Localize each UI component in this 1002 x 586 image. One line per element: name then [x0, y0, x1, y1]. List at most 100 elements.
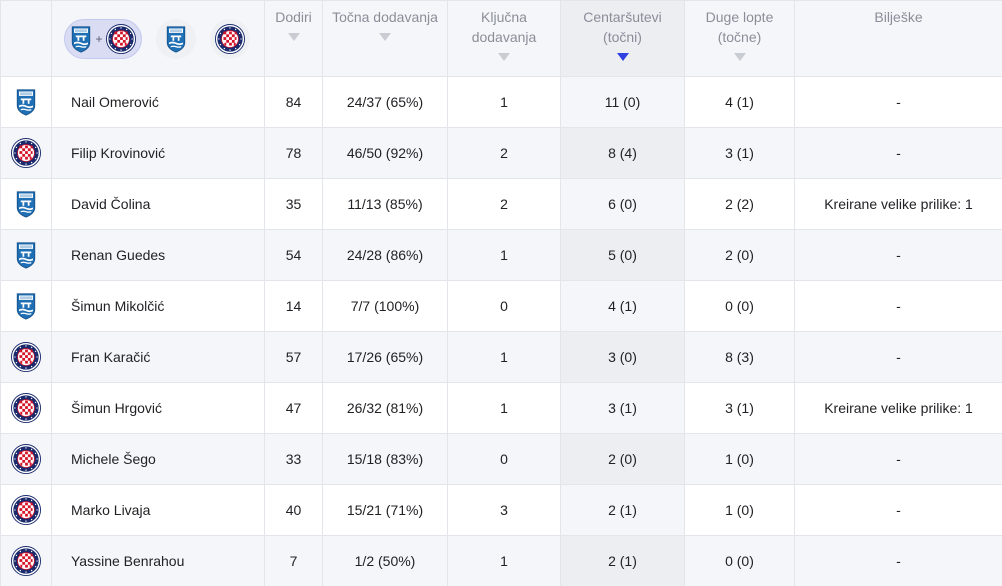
player-name[interactable]: Yassine Benrahou	[51, 535, 265, 586]
sort-arrow-icon	[498, 53, 510, 61]
column-label: Dodiri	[275, 9, 312, 25]
cell-notes: -	[794, 127, 1002, 179]
sort-arrow-icon	[379, 33, 391, 41]
sort-arrow-icon	[287, 33, 300, 41]
column-header-touches[interactable]: Dodiri	[264, 0, 323, 77]
column-header-crosses[interactable]: Centaršutevi (točni)	[560, 0, 685, 77]
player-name[interactable]: Šimun Hrgović	[51, 382, 265, 434]
table-row[interactable]: Michele Šego 33 15/18 (83%) 0 2 (0) 1 (0) -	[0, 433, 1002, 485]
table-row[interactable]: Renan Guedes 54 24/28 (86%) 1 5 (0) 2 (0) -	[0, 229, 1002, 281]
cell-crosses: 3 (1)	[560, 382, 685, 434]
cell-accurate-passes: 15/18 (83%)	[322, 433, 448, 485]
cell-key-passes: 2	[447, 127, 561, 179]
cell-touches: 33	[264, 433, 323, 485]
osijek-crest-icon	[15, 292, 37, 320]
sort-arrow-icon	[733, 53, 746, 61]
cell-notes: -	[794, 535, 1002, 586]
team-crest-cell	[0, 433, 52, 485]
table-row[interactable]: Marko Livaja 40 15/21 (71%) 3 2 (1) 1 (0) -	[0, 484, 1002, 536]
cell-notes: -	[794, 433, 1002, 485]
cell-accurate-passes: 1/2 (50%)	[322, 535, 448, 586]
cell-long-balls: 4 (1)	[684, 76, 795, 128]
cell-long-balls: 3 (1)	[684, 127, 795, 179]
both-teams-filter-button[interactable]: +	[64, 19, 142, 59]
team-crest-cell	[0, 178, 52, 230]
cell-crosses: 2 (1)	[560, 535, 685, 586]
cell-key-passes: 0	[447, 280, 561, 332]
player-name[interactable]: David Čolina	[51, 178, 265, 230]
player-name[interactable]: Fran Karačić	[51, 331, 265, 383]
cell-key-passes: 1	[447, 382, 561, 434]
cell-crosses: 11 (0)	[560, 76, 685, 128]
team-crest-cell	[0, 484, 52, 536]
player-name[interactable]: Michele Šego	[51, 433, 265, 485]
osijek-crest-icon	[70, 25, 92, 53]
cell-accurate-passes: 26/32 (81%)	[322, 382, 448, 434]
plus-sign: +	[95, 32, 103, 46]
cell-crosses: 3 (0)	[560, 331, 685, 383]
cell-notes: -	[794, 229, 1002, 281]
cell-key-passes: 3	[447, 484, 561, 536]
cell-crosses: 6 (0)	[560, 178, 685, 230]
cell-touches: 54	[264, 229, 323, 281]
cell-notes: -	[794, 76, 1002, 128]
cell-long-balls: 0 (0)	[684, 535, 795, 586]
header-empty-cell	[0, 0, 52, 77]
table-row[interactable]: Nail Omerović 84 24/37 (65%) 1 11 (0) 4 (1) -	[0, 76, 1002, 128]
table-row[interactable]: David Čolina 35 11/13 (85%) 2 6 (0) 2 (2) Krei…	[0, 178, 1002, 230]
hajduk-crest-icon	[11, 138, 41, 168]
table-row[interactable]: Šimun Hrgović 47 26/32 (81%) 1 3 (1) 3 (1) Kre…	[0, 382, 1002, 434]
cell-notes: -	[794, 484, 1002, 536]
cell-crosses: 8 (4)	[560, 127, 685, 179]
osijek-crest-icon	[165, 25, 187, 53]
table-row[interactable]: Šimun Mikolčić 14 7/7 (100%) 0 4 (1) 0 (0) -	[0, 280, 1002, 332]
cell-notes: -	[794, 280, 1002, 332]
osijek-filter-button[interactable]	[156, 19, 196, 59]
osijek-crest-icon	[15, 88, 37, 116]
team-crest-cell	[0, 280, 52, 332]
cell-key-passes: 1	[447, 535, 561, 586]
cell-touches: 40	[264, 484, 323, 536]
cell-accurate-passes: 24/28 (86%)	[322, 229, 448, 281]
player-name[interactable]: Renan Guedes	[51, 229, 265, 281]
table-row[interactable]: Filip Krovinović 78 46/50 (92%) 2 8 (4) 3 (1)…	[0, 127, 1002, 179]
cell-key-passes: 0	[447, 433, 561, 485]
cell-notes: -	[794, 331, 1002, 383]
cell-long-balls: 2 (2)	[684, 178, 795, 230]
column-header-long-balls[interactable]: Duge lopte (točne)	[684, 0, 795, 77]
hajduk-crest-icon	[215, 24, 245, 54]
hajduk-filter-button[interactable]	[210, 19, 250, 59]
cell-crosses: 5 (0)	[560, 229, 685, 281]
cell-accurate-passes: 24/37 (65%)	[322, 76, 448, 128]
column-label: Točna dodavanja	[332, 9, 438, 25]
team-crest-cell	[0, 331, 52, 383]
cell-accurate-passes: 15/21 (71%)	[322, 484, 448, 536]
cell-long-balls: 1 (0)	[684, 433, 795, 485]
osijek-crest-icon	[15, 241, 37, 269]
hajduk-crest-icon	[11, 342, 41, 372]
table-header-row: + Dodiri Točna dodavanja	[0, 0, 1002, 77]
cell-key-passes: 1	[447, 76, 561, 128]
cell-touches: 84	[264, 76, 323, 128]
team-crest-cell	[0, 76, 52, 128]
cell-touches: 57	[264, 331, 323, 383]
player-name[interactable]: Nail Omerović	[51, 76, 265, 128]
cell-accurate-passes: 7/7 (100%)	[322, 280, 448, 332]
table-row[interactable]: Fran Karačić 57 17/26 (65%) 1 3 (0) 8 (3) -	[0, 331, 1002, 383]
player-name[interactable]: Filip Krovinović	[51, 127, 265, 179]
cell-touches: 35	[264, 178, 323, 230]
team-filter-cell: +	[51, 0, 265, 77]
team-crest-cell	[0, 229, 52, 281]
column-header-key-passes[interactable]: Ključna dodavanja	[447, 0, 561, 77]
player-name[interactable]: Marko Livaja	[51, 484, 265, 536]
cell-long-balls: 1 (0)	[684, 484, 795, 536]
table-row[interactable]: Yassine Benrahou 7 1/2 (50%) 1 2 (1) 0 (0) -	[0, 535, 1002, 586]
cell-long-balls: 8 (3)	[684, 331, 795, 383]
column-header-accurate-passes[interactable]: Točna dodavanja	[322, 0, 448, 77]
cell-long-balls: 0 (0)	[684, 280, 795, 332]
cell-crosses: 4 (1)	[560, 280, 685, 332]
cell-touches: 78	[264, 127, 323, 179]
player-name[interactable]: Šimun Mikolčić	[51, 280, 265, 332]
cell-notes: Kreirane velike prilike: 1	[794, 178, 1002, 230]
